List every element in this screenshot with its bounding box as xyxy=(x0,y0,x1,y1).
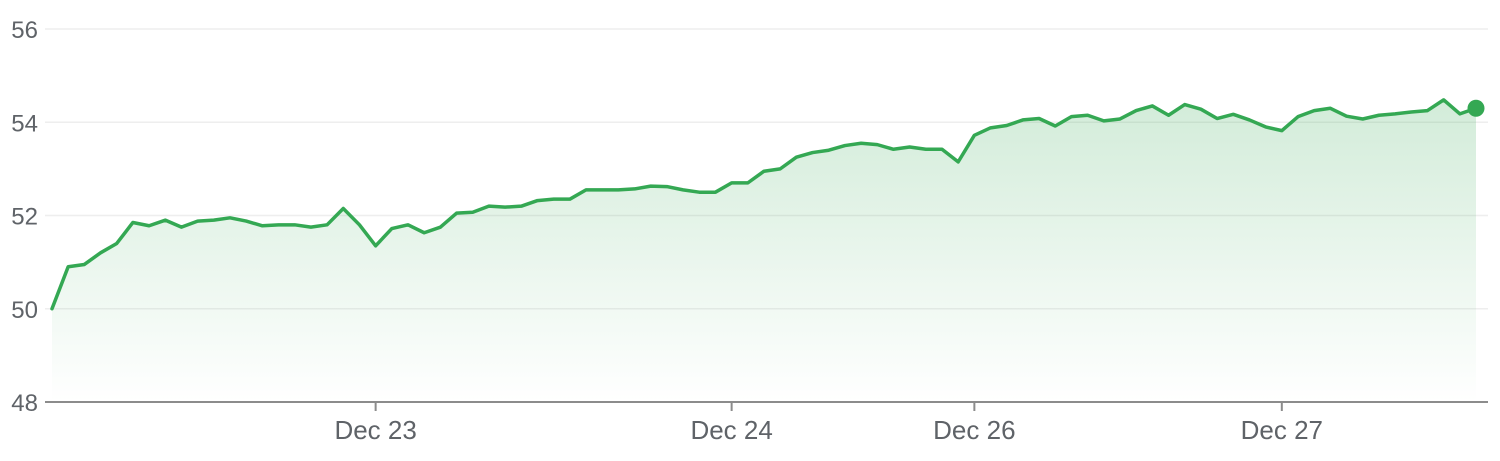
series-line xyxy=(50,98,1478,311)
x-tick-label: Dec 27 xyxy=(1241,415,1323,445)
last-value-marker xyxy=(1467,99,1485,117)
last-point-marker-layer xyxy=(1467,99,1485,117)
y-tick-label: 56 xyxy=(11,17,38,44)
y-axis-tick-labels: 56 54 52 50 48 xyxy=(11,17,38,417)
y-tick-label: 54 xyxy=(11,110,38,137)
y-tick-label: 48 xyxy=(11,390,38,417)
x-tick-label: Dec 26 xyxy=(933,415,1015,445)
series-line-layer xyxy=(50,98,1478,311)
x-tick-label: Dec 23 xyxy=(334,415,416,445)
x-axis-tick-labels: Dec 23 Dec 24 Dec 26 Dec 27 xyxy=(334,415,1323,445)
area-fill-layer xyxy=(52,99,1476,403)
area-fill xyxy=(52,99,1476,403)
x-tick-label: Dec 24 xyxy=(690,415,772,445)
y-tick-label: 50 xyxy=(11,297,38,324)
x-axis xyxy=(45,401,1488,411)
y-tick-label: 52 xyxy=(11,204,38,231)
